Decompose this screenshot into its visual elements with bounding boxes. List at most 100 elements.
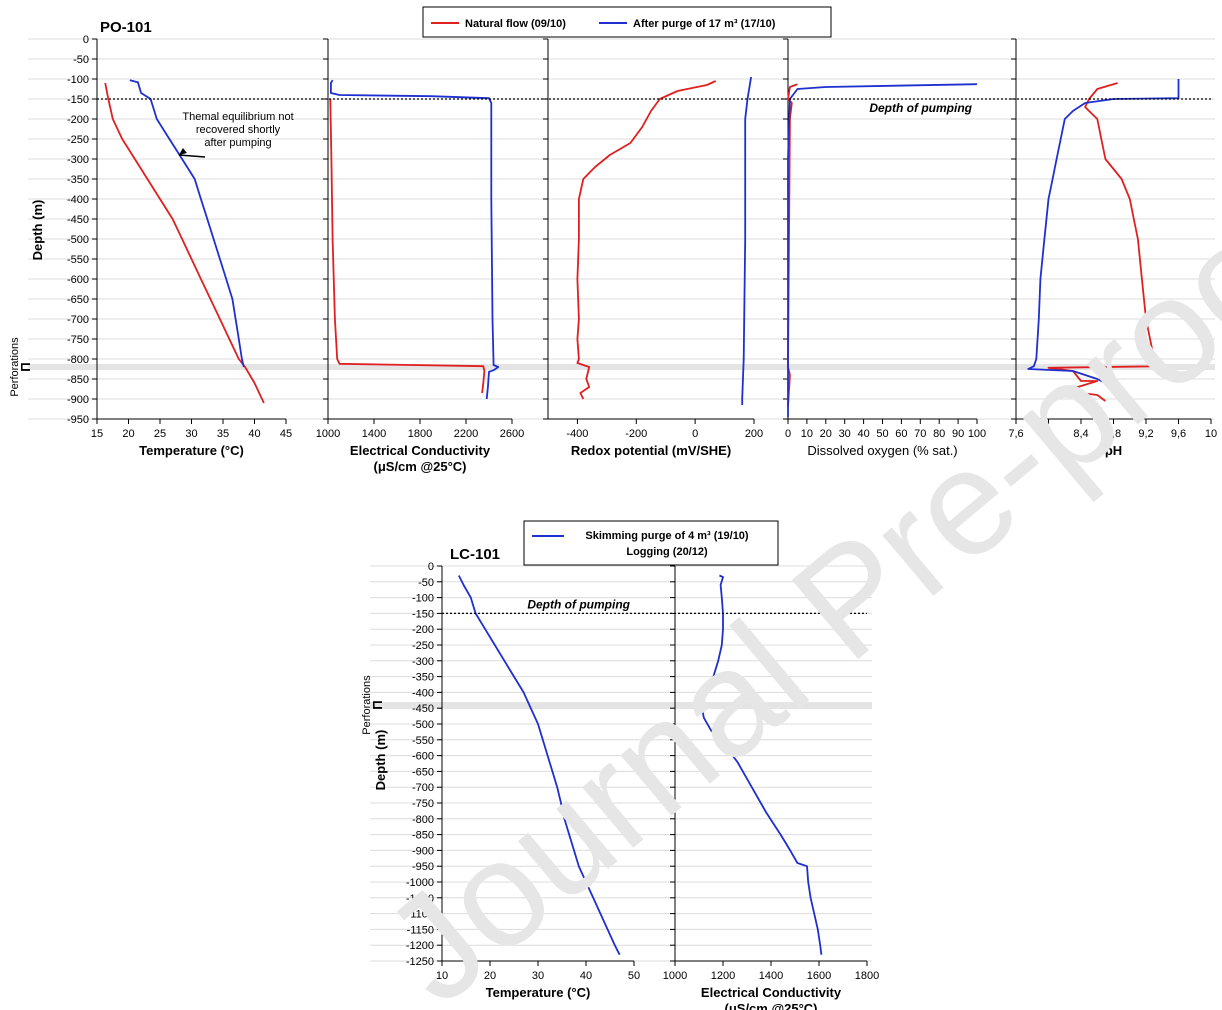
po101-ytick-label: -100 bbox=[67, 74, 89, 86]
po101-p4-xtick-label: 10 bbox=[1205, 428, 1217, 440]
po101-p3-xtick-label: 40 bbox=[857, 428, 869, 440]
po101-p4-xtick-label: 8,8 bbox=[1106, 428, 1121, 440]
lc101-ylabel-group: Depth (m) bbox=[373, 730, 388, 791]
lc101-perforation-band bbox=[370, 702, 872, 709]
po101-p3-xlabel: Dissolved oxygen (% sat.) bbox=[807, 443, 957, 458]
po101-ytick-label: -500 bbox=[67, 234, 89, 246]
po101-p3-xtick-label: 0 bbox=[785, 428, 791, 440]
po101-legend-label-0: Natural flow (09/10) bbox=[465, 18, 566, 30]
po101-ytick-label: -200 bbox=[67, 114, 89, 126]
lc101-p1-xtick-label: 1000 bbox=[663, 970, 687, 982]
po101-p3-xtick-label: 30 bbox=[839, 428, 851, 440]
po101-ytick-label: -600 bbox=[67, 274, 89, 286]
po101-p1-xlabel-units: (μS/cm @25°C) bbox=[373, 459, 466, 474]
lc101-legend-label-0b: Logging (20/12) bbox=[626, 546, 708, 558]
po101-p4-xtick-label: 7,6 bbox=[1008, 428, 1023, 440]
po101-legend-label-1: After purge of 17 m³ (17/10) bbox=[633, 18, 776, 30]
lc101-p0-series-0 bbox=[457, 575, 621, 956]
lc101-p1-xtick-label: 1600 bbox=[807, 970, 831, 982]
lc101-p0-xlabel: Temperature (°C) bbox=[486, 985, 591, 1000]
lc101-p0-xtick-label: 50 bbox=[628, 970, 640, 982]
lc101-ytick-label: -400 bbox=[412, 687, 434, 699]
po101-ytick-label: -950 bbox=[67, 414, 89, 426]
po101-annotation-arrowhead bbox=[178, 148, 187, 155]
lc101-ytick-label: -650 bbox=[412, 766, 434, 778]
lc101-ytick-label: -100 bbox=[412, 593, 434, 605]
po101-p0-xtick-label: 15 bbox=[91, 428, 103, 440]
lc101-ytick-label: -350 bbox=[412, 672, 434, 684]
po101-p2-series-0 bbox=[576, 80, 717, 400]
po101-perforation-band bbox=[28, 364, 1215, 370]
lc101-ytick-label: -450 bbox=[412, 703, 434, 715]
lc101-p1-xtick-label: 1200 bbox=[711, 970, 735, 982]
po101-p1-series-1 bbox=[330, 79, 500, 400]
lc101-perforations-symbol: Π bbox=[370, 700, 385, 709]
po101-p1-series-0 bbox=[329, 98, 486, 394]
po101-p4-xlabel: pH bbox=[1105, 443, 1122, 458]
po101-p3-xtick-label: 50 bbox=[876, 428, 888, 440]
po101-perforations-text: Perforations bbox=[9, 337, 21, 397]
po101-p0-xtick-label: 25 bbox=[154, 428, 166, 440]
lc101-ytick-label: -1250 bbox=[406, 956, 434, 968]
po101-p3-series-0 bbox=[787, 83, 798, 408]
po101-p0-xtick-label: 45 bbox=[280, 428, 292, 440]
lc101-p1-series-0 bbox=[700, 574, 823, 955]
po101-ylabel: Depth (m) bbox=[30, 200, 45, 261]
lc101-ytick-label: -150 bbox=[412, 608, 434, 620]
lc101-ytick-label: -200 bbox=[412, 624, 434, 636]
lc101-ytick-label: -1050 bbox=[406, 893, 434, 905]
po101-p4-xtick-label: 8 bbox=[1045, 428, 1051, 440]
lc101-p1-xtick-label: 1800 bbox=[855, 970, 879, 982]
lc101-p1-xtick-label: 1400 bbox=[759, 970, 783, 982]
po101-p1-xlabel: Electrical Conductivity bbox=[350, 443, 491, 458]
po101-p0-series-0 bbox=[104, 82, 265, 404]
po101-ytick-label: -400 bbox=[67, 194, 89, 206]
po101-p3-xtick-label: 10 bbox=[801, 428, 813, 440]
po101-ytick-label: -750 bbox=[67, 334, 89, 346]
po101-depth-of-pumping-label: Depth of pumping bbox=[869, 101, 972, 115]
lc101-ylabel: Depth (m) bbox=[373, 730, 388, 791]
po101-p4-xtick-label: 8,4 bbox=[1073, 428, 1088, 440]
lc101-ytick-label: -550 bbox=[412, 735, 434, 747]
lc101-perforations-text: Perforations bbox=[361, 675, 373, 735]
po101-perforations-symbol: Π bbox=[18, 362, 33, 371]
po101-ytick-label: -150 bbox=[67, 94, 89, 106]
lc101-p0-xtick-label: 30 bbox=[532, 970, 544, 982]
po101-p2-xlabel: Redox potential (mV/SHE) bbox=[571, 443, 731, 458]
po101-ytick-label: -250 bbox=[67, 134, 89, 146]
lc101-p1-xlabel-units: (μS/cm @25°C) bbox=[724, 1001, 817, 1010]
lc101-ytick-label: -500 bbox=[412, 719, 434, 731]
po101-p4-series-0 bbox=[1047, 82, 1164, 402]
po101-p4-xtick-label: 9,2 bbox=[1138, 428, 1153, 440]
po101-p1-xtick-label: 2200 bbox=[454, 428, 478, 440]
lc101-p1-xlabel: Electrical Conductivity bbox=[701, 985, 842, 1000]
po101-p1-xtick-label: 1800 bbox=[408, 428, 432, 440]
po101-p4-series-1 bbox=[1027, 79, 1180, 402]
po101-p0-xtick-label: 35 bbox=[217, 428, 229, 440]
po101-ytick-label: -700 bbox=[67, 314, 89, 326]
lc101-legend-label-0: Skimming purge of 4 m³ (19/10) bbox=[585, 530, 749, 542]
po101-p0-series-1 bbox=[129, 79, 245, 368]
po101-ytick-label: -300 bbox=[67, 154, 89, 166]
lc101-ytick-label: -250 bbox=[412, 640, 434, 652]
lc101-ytick-label: -50 bbox=[418, 577, 434, 589]
lc101-ytick-label: -300 bbox=[412, 656, 434, 668]
po101-ytick-label: -450 bbox=[67, 214, 89, 226]
po101-p0-xtick-label: 40 bbox=[248, 428, 260, 440]
lc101-p0-xtick-label: 40 bbox=[580, 970, 592, 982]
lc101-ytick-label: -1000 bbox=[406, 877, 434, 889]
po101-ytick-label: -650 bbox=[67, 294, 89, 306]
po101-p2-xtick-label: 0 bbox=[692, 428, 698, 440]
lc101-title: LC-101 bbox=[450, 546, 500, 563]
lc101-depth-of-pumping-label: Depth of pumping bbox=[527, 597, 630, 611]
po101-p3-xtick-label: 80 bbox=[933, 428, 945, 440]
po101-ytick-label: -350 bbox=[67, 174, 89, 186]
po101-p3-series-1 bbox=[787, 83, 978, 417]
po101-p1-xtick-label: 1000 bbox=[316, 428, 340, 440]
po101-p0-xlabel: Temperature (°C) bbox=[139, 443, 244, 458]
lc101-ytick-label: -950 bbox=[412, 861, 434, 873]
lc101-legend-box bbox=[523, 520, 779, 566]
